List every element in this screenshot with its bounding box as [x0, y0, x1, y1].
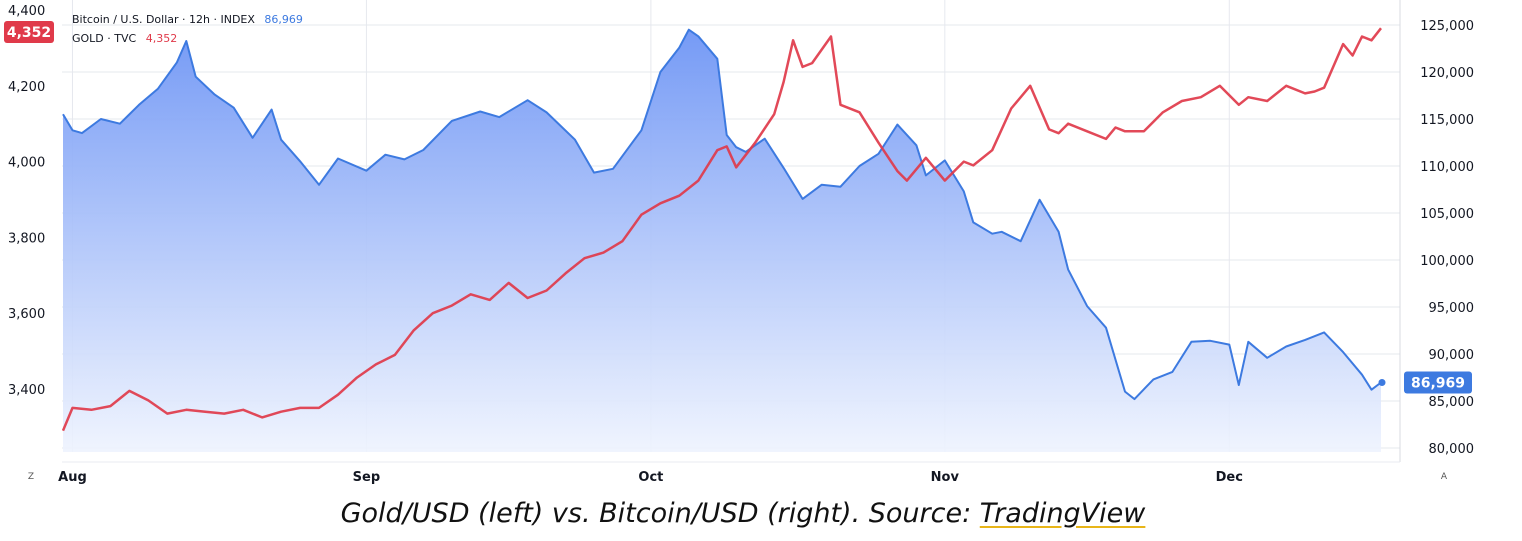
time-tick-label: Dec	[1216, 470, 1243, 485]
svg-text:Bitcoin / U.S. Dollar · 12h ·: Bitcoin / U.S. Dollar · 12h · INDEX 86,9…	[72, 13, 303, 26]
legend-btc-label: Bitcoin / U.S. Dollar · 12h · INDEX	[72, 13, 255, 26]
gold-last-value-badge: 4,352	[4, 21, 54, 43]
zoom-toggle-button[interactable]: Z	[27, 472, 35, 482]
time-tick-label: Aug	[58, 470, 87, 485]
time-tick-label: Sep	[353, 470, 381, 485]
right-tick-label: 110,000	[1420, 160, 1474, 175]
legend: Bitcoin / U.S. Dollar · 12h · INDEX 86,9…	[72, 13, 303, 45]
btc-last-point	[1378, 378, 1386, 386]
right-tick-label: 125,000	[1420, 19, 1474, 34]
legend-gold-value: 4,352	[146, 32, 178, 45]
right-tick-label: 105,000	[1420, 207, 1474, 222]
btc-last-value-text: 86,969	[1411, 375, 1465, 391]
time-axis[interactable]: Aug Sep Oct Nov Dec	[58, 470, 1243, 485]
caption-source-link[interactable]: TradingView	[979, 498, 1146, 529]
right-tick-label: 90,000	[1429, 348, 1475, 363]
legend-btc-value: 86,969	[264, 13, 303, 26]
right-tick-label: 120,000	[1420, 66, 1474, 81]
right-tick-label: 115,000	[1420, 113, 1474, 128]
left-tick-label: 4,400	[8, 4, 45, 19]
right-tick-label: 80,000	[1429, 442, 1475, 457]
gold-last-value-text: 4,352	[7, 25, 51, 41]
left-tick-label: 4,200	[8, 80, 45, 95]
time-tick-label: Oct	[638, 470, 663, 485]
right-tick-label: 95,000	[1429, 301, 1475, 316]
btc-last-value-badge: 86,969	[1404, 371, 1472, 394]
right-tick-label: 85,000	[1429, 395, 1475, 410]
left-tick-label: 3,600	[8, 307, 45, 322]
left-tick-label: 3,400	[8, 383, 45, 398]
series-points	[62, 28, 1382, 431]
svg-text:GOLD · TVC 4,352: GOLD · TVC 4,352	[72, 32, 177, 45]
time-tick-label: Nov	[931, 470, 960, 485]
legend-gold-label: GOLD · TVC	[72, 32, 137, 45]
left-price-axis[interactable]: 3,400 3,600 3,800 4,000 4,200 4,400	[8, 4, 45, 398]
left-tick-label: 4,000	[8, 156, 45, 171]
chart-canvas[interactable]: 3,400 3,600 3,800 4,000 4,200 4,400 80,000 85,…	[0, 0, 1522, 490]
auto-scale-button[interactable]: A	[1440, 472, 1448, 482]
caption-text: Gold/USD (left) vs. Bitcoin/USD (right).…	[340, 498, 980, 529]
right-tick-label: 100,000	[1420, 254, 1474, 269]
left-tick-label: 3,800	[8, 231, 45, 246]
btc-area-fill	[63, 29, 1381, 452]
right-price-axis[interactable]: 80,000 85,000 90,000 95,000 100,000 105,000 11…	[1420, 19, 1474, 457]
figure-caption: Gold/USD (left) vs. Bitcoin/USD (right).…	[0, 498, 1486, 529]
